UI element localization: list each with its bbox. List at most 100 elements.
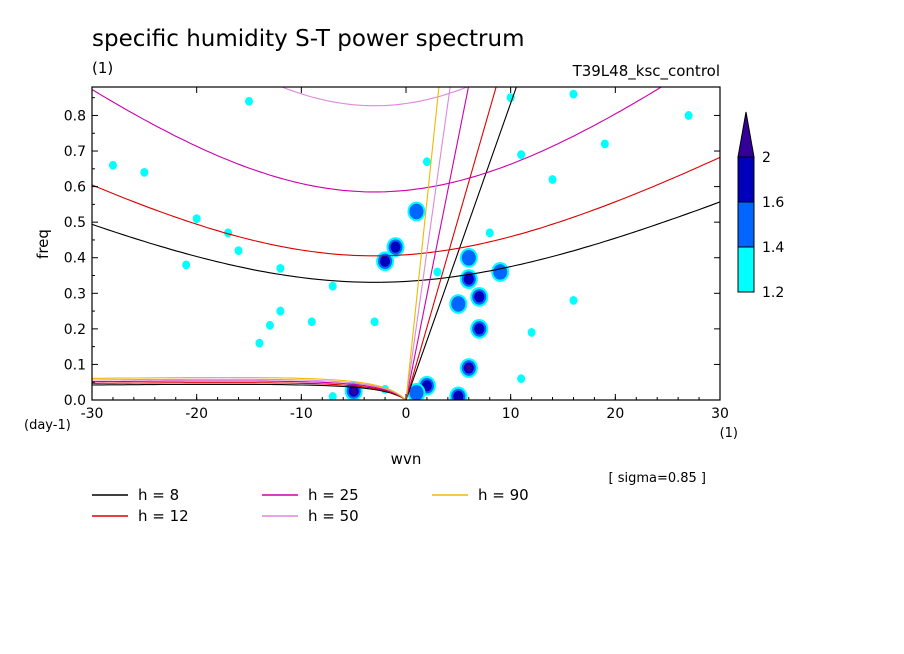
legend-label: h = 25 — [308, 486, 359, 504]
contour-blob — [407, 382, 426, 400]
y-tick-label: 0.0 — [64, 393, 86, 409]
contour-fill — [463, 273, 474, 285]
contour-blob — [276, 306, 285, 316]
contour-fill — [409, 385, 424, 400]
dispersion-curve-90 — [92, 0, 720, 400]
legend-item: h = 50 — [262, 507, 359, 525]
contour-blob — [459, 358, 478, 378]
gravity-branch — [92, 87, 663, 193]
contour-blob — [459, 269, 478, 289]
colorbar-arrow — [737, 111, 755, 158]
contour-blob — [684, 111, 693, 120]
contour-fill — [328, 281, 337, 291]
contour-fill — [517, 150, 526, 159]
contour-fill — [192, 214, 201, 224]
dispersion-curve-12 — [92, 87, 720, 400]
colorbar-segment — [737, 201, 755, 248]
contour-blob — [370, 317, 379, 327]
kelvin-branch — [405, 87, 517, 400]
dispersion-curve-50 — [92, 87, 469, 400]
contour-fill — [684, 111, 693, 120]
contour-fill-layer — [108, 89, 693, 400]
colorbar-label: 1.4 — [762, 240, 784, 256]
contour-fill — [380, 255, 391, 267]
colorbar-label: 1.2 — [762, 285, 784, 301]
x-tick-label: -30 — [81, 406, 104, 422]
contour-fill — [433, 267, 442, 277]
contour-fill — [390, 241, 401, 253]
contour-blob — [517, 374, 526, 384]
kelvin-branch — [405, 87, 497, 400]
contour-blob — [491, 262, 510, 282]
legend-label: h = 50 — [308, 507, 359, 525]
contour-blob — [449, 386, 468, 400]
contour-blob — [182, 260, 191, 270]
contour-blob — [470, 318, 489, 339]
contour-blob — [265, 320, 274, 330]
gravity-branch — [92, 0, 720, 5]
contour-fill — [328, 392, 337, 400]
x-tick-label: 10 — [502, 406, 520, 422]
contour-blob — [234, 246, 243, 256]
contour-fill — [224, 228, 233, 238]
contour-fill — [569, 89, 578, 99]
contour-fill — [255, 338, 264, 348]
contour-fill — [276, 306, 285, 316]
dispersion-curve-8 — [92, 87, 720, 400]
contour-fill — [465, 364, 472, 372]
contour-fill — [474, 323, 485, 335]
rossby-branch — [92, 383, 407, 400]
legend: h = 8 h = 12 h = 25 h = 50 h = 90 — [92, 486, 529, 525]
y-tick-label: 0.3 — [64, 286, 86, 302]
legend-item: h = 90 — [432, 486, 529, 504]
colorbar: 2 1.6 1.4 1.2 — [737, 111, 784, 301]
contour-blob — [600, 139, 609, 149]
contour-blob — [485, 228, 494, 238]
colorbar-label: 1.6 — [762, 195, 784, 211]
gravity-branch — [92, 156, 720, 257]
contour-fill — [527, 328, 536, 337]
contour-fill — [517, 374, 526, 384]
x-tick-label: -10 — [290, 406, 313, 422]
contour-blob — [433, 267, 442, 277]
contour-blob — [506, 93, 515, 103]
contour-blob — [307, 317, 316, 327]
contour-blob — [470, 286, 489, 307]
contour-blob — [569, 89, 578, 99]
kelvin-branch — [405, 87, 451, 400]
y-tick-label: 0.2 — [64, 322, 86, 338]
contour-fill — [245, 96, 253, 106]
rossby-branch — [92, 380, 407, 400]
y-unit-label: (day-1) — [24, 418, 71, 433]
contour-blob — [328, 281, 337, 291]
legend-item: h = 25 — [262, 486, 359, 504]
chart-subtitle-right: T39L48_ksc_control — [572, 62, 720, 81]
x-tick-label: 30 — [711, 406, 729, 422]
axis-ticks: -30 -20 -10 0 10 20 30 0.0 0.1 0.2 0.3 0.4 0.5 0.6 0.7… — [64, 87, 729, 422]
contour-fill — [569, 296, 578, 305]
contour-fill — [108, 160, 117, 170]
contour-fill — [276, 263, 285, 273]
x-tick-label: 0 — [402, 406, 411, 422]
contour-blob — [548, 175, 557, 184]
contour-fill — [409, 203, 424, 220]
x-unit-label: (1) — [720, 426, 738, 441]
colorbar-segment — [737, 246, 755, 293]
contour-fill — [451, 296, 466, 312]
contour-blob — [407, 201, 426, 222]
contour-fill — [485, 228, 494, 238]
contour-blob — [140, 167, 149, 177]
contour-blob — [245, 96, 253, 106]
gravity-branch — [92, 201, 720, 283]
contour-fill — [140, 167, 149, 177]
legend-label: h = 12 — [138, 507, 189, 525]
contour-blob — [224, 228, 233, 238]
contour-fill — [234, 246, 243, 256]
rossby-branch — [92, 382, 407, 400]
x-tick-label: -20 — [185, 406, 208, 422]
legend-item: h = 8 — [92, 486, 179, 504]
contour-fill — [370, 317, 379, 327]
contour-blob — [255, 338, 264, 348]
contour-fill — [506, 93, 515, 103]
